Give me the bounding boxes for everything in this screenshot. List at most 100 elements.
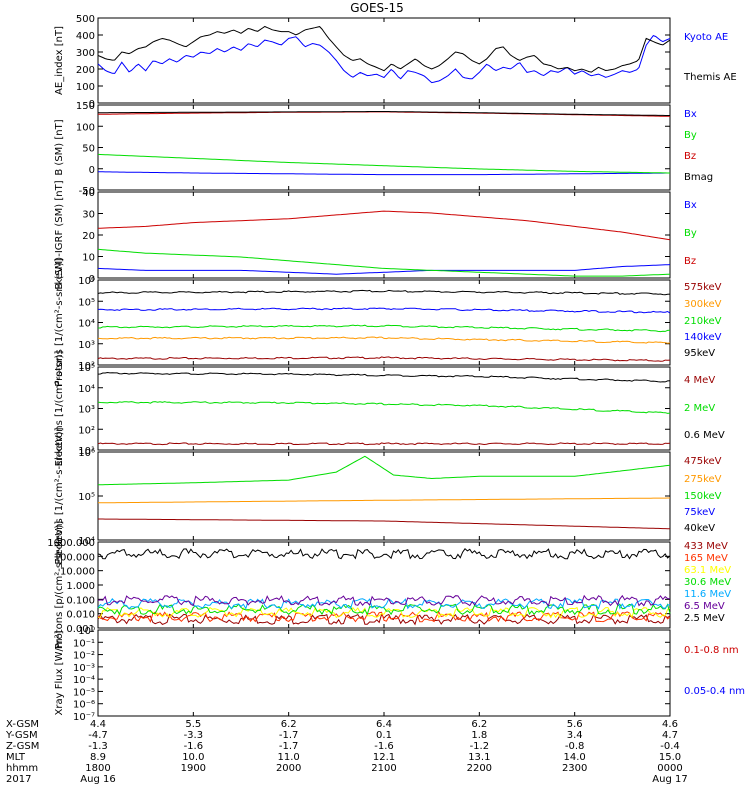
table-cell: 1800 [85, 763, 110, 774]
legend-label: 2.5 MeV [684, 613, 725, 624]
table-cell: 12.1 [373, 752, 395, 763]
panel-frame [97, 17, 671, 104]
legend-label: Bz [684, 151, 696, 162]
series-line-bmag [98, 111, 670, 116]
y-tick-label: 0.100 [66, 595, 95, 606]
table-cell: 1900 [181, 763, 206, 774]
y-tick-label: 10⁻¹ [73, 638, 95, 649]
table-cell: -4.7 [88, 730, 108, 741]
y-tick-label: 100 [76, 82, 95, 93]
table-row-label: 2017 [6, 774, 31, 785]
y-tick-label: 100 [76, 122, 95, 133]
y-tick-label: -50 [79, 186, 95, 197]
legend-label: Kyoto AE [684, 32, 728, 43]
y-tick-label: 10⁻⁵ [73, 687, 95, 698]
legend-label: 165 MeV [684, 553, 728, 564]
table-cell: -1.2 [470, 741, 490, 752]
legend-label: 433 MeV [684, 541, 728, 552]
y-axis-label: Protons [p/(cm²-s-sr-keV)] [54, 521, 65, 649]
legend-label: 0.6 MeV [684, 430, 725, 441]
y-tick-label: 50 [82, 144, 95, 155]
y-tick-label: 10⁵ [78, 297, 95, 308]
panel-protons_mageds: 10² 10³ 10⁴ 10⁵ 10⁶ Protons [1/(cm²-s-sr-keV)… [54, 258, 722, 386]
legend-label: Bx [684, 200, 697, 211]
series-line-95kev [97, 289, 671, 296]
panel-b_igrf: 0 10 20 30 40 B (SM)-IGRF (SM) [nT] Bx By Bz [54, 180, 697, 289]
y-tick-label: 30 [82, 210, 95, 221]
table-row-label: hhmm [6, 763, 38, 774]
legend-label: 40keV [684, 523, 715, 534]
y-tick-label: 10² [78, 361, 95, 372]
legend-label: 275keV [684, 474, 722, 485]
table-cell: 4.4 [90, 719, 106, 730]
panel-frame [97, 104, 671, 191]
table-cell: 14.0 [564, 752, 586, 763]
table-cell: 8.9 [90, 752, 106, 763]
y-tick-label: 10.000 [60, 567, 95, 578]
legend-label: Bz [684, 256, 696, 267]
series-line-300kev [97, 336, 671, 344]
y-tick-label: 500 [76, 14, 95, 25]
table-cell: 6.2 [471, 719, 487, 730]
table-row-label: Z-GSM [6, 741, 39, 752]
table-row-label: MLT [6, 752, 26, 763]
series-line-275kev [98, 497, 670, 504]
y-tick-label: 10⁴ [78, 319, 95, 330]
series-line-475kev [98, 518, 671, 530]
y-axis-label: B (SM) [nT] [54, 119, 65, 175]
y-tick-label: 300 [76, 48, 95, 59]
y-axis-label: Xray Flux [W/m²] [54, 630, 65, 715]
y-axis-label: Electrons [1/(cm²-s-sr)] [54, 351, 65, 467]
panel-electrons_low: 10⁴ 10⁵ 10⁶ Electrons [1/(cm²-s-sr-keV)] 475… [54, 427, 722, 564]
table-row-label: Y-GSM [5, 730, 38, 741]
y-tick-label: 0 [89, 165, 95, 176]
series-line-kyoto-ae [97, 35, 671, 84]
y-tick-label: 200 [76, 65, 95, 76]
table-cell: 0000 [657, 763, 682, 774]
legend-label: 0.1-0.8 nm [684, 645, 739, 656]
table-cell: Aug 17 [652, 774, 687, 785]
series-line-150kev [97, 455, 671, 486]
y-tick-label: 10² [78, 425, 95, 436]
y-axis-label: Electrons [1/(cm²-s-sr-keV)] [54, 427, 65, 564]
series-line-by [97, 153, 670, 174]
table-cell: 4.6 [662, 719, 678, 730]
legend-label: 75keV [684, 507, 715, 518]
table-cell: -3.3 [184, 730, 204, 741]
legend-label: 2 MeV [684, 403, 715, 414]
table-cell: -1.7 [279, 741, 299, 752]
y-tick-label: 40 [82, 188, 95, 199]
y-tick-label: 10⁻² [73, 651, 95, 662]
y-tick-label: 0 [89, 274, 95, 285]
y-tick-label: 10³ [78, 405, 95, 416]
series-line-2-5-mev [97, 548, 671, 560]
table-cell: -1.6 [184, 741, 204, 752]
table-cell: 4.7 [662, 730, 678, 741]
panel-ae: 0 100 200 300 400 500 AE_index [nT] Kyoto AE The… [54, 14, 737, 110]
table-row-label: X-GSM [6, 719, 39, 730]
table-cell: 2300 [562, 763, 587, 774]
legend-label: 140keV [684, 332, 722, 343]
series-line-140kev [97, 307, 671, 314]
y-tick-label: 0.010 [66, 610, 95, 621]
table-cell: 2100 [371, 763, 396, 774]
y-tick-label: 10⁴ [78, 536, 95, 547]
legend-label: By [684, 228, 697, 239]
series-line-0-6-mev [97, 371, 671, 383]
table-cell: 2000 [276, 763, 301, 774]
y-tick-label: 10⁻⁶ [73, 700, 95, 711]
table-cell: -1.7 [279, 730, 299, 741]
table-cell: 0.1 [376, 730, 392, 741]
legend-label: 0.05-0.4 nm [684, 686, 745, 697]
series-line-6-5-mev [97, 594, 671, 607]
y-tick-label: 150 [76, 101, 95, 112]
series-line-bx [97, 264, 671, 275]
y-tick-label: 10⁵ [78, 363, 95, 374]
legend-label: 30.6 MeV [684, 577, 731, 588]
panel-frame [97, 629, 671, 717]
series-line-bx [98, 171, 670, 176]
series-line-433-mev [97, 613, 671, 626]
